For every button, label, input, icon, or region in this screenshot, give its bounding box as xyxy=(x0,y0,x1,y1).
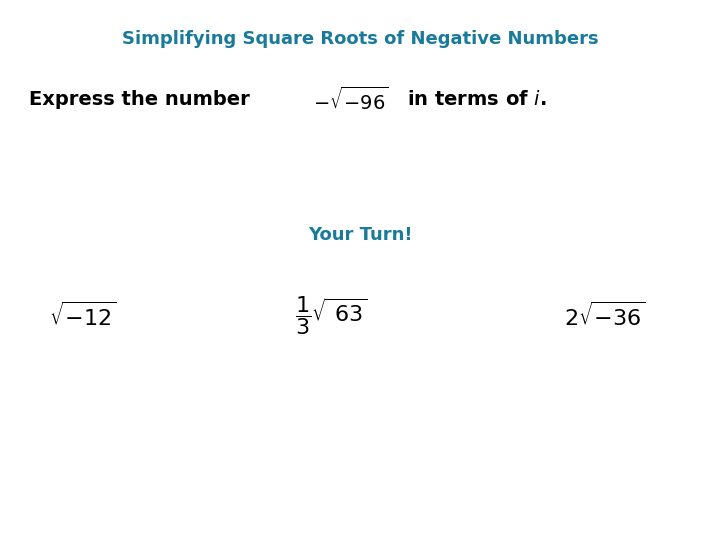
Text: Express the number: Express the number xyxy=(29,90,250,110)
Text: $\dfrac{1}{3}\sqrt{\ 63}$: $\dfrac{1}{3}\sqrt{\ 63}$ xyxy=(294,294,368,338)
Text: Simplifying Square Roots of Negative Numbers: Simplifying Square Roots of Negative Num… xyxy=(122,30,598,48)
Text: Your Turn!: Your Turn! xyxy=(307,226,413,244)
Text: $\sqrt{-12}$: $\sqrt{-12}$ xyxy=(49,302,117,330)
Text: $-\sqrt{-96}$: $-\sqrt{-96}$ xyxy=(313,86,389,113)
Text: $2\sqrt{-36}$: $2\sqrt{-36}$ xyxy=(564,302,646,330)
Text: in terms of $\mathit{i}$.: in terms of $\mathit{i}$. xyxy=(407,90,546,110)
